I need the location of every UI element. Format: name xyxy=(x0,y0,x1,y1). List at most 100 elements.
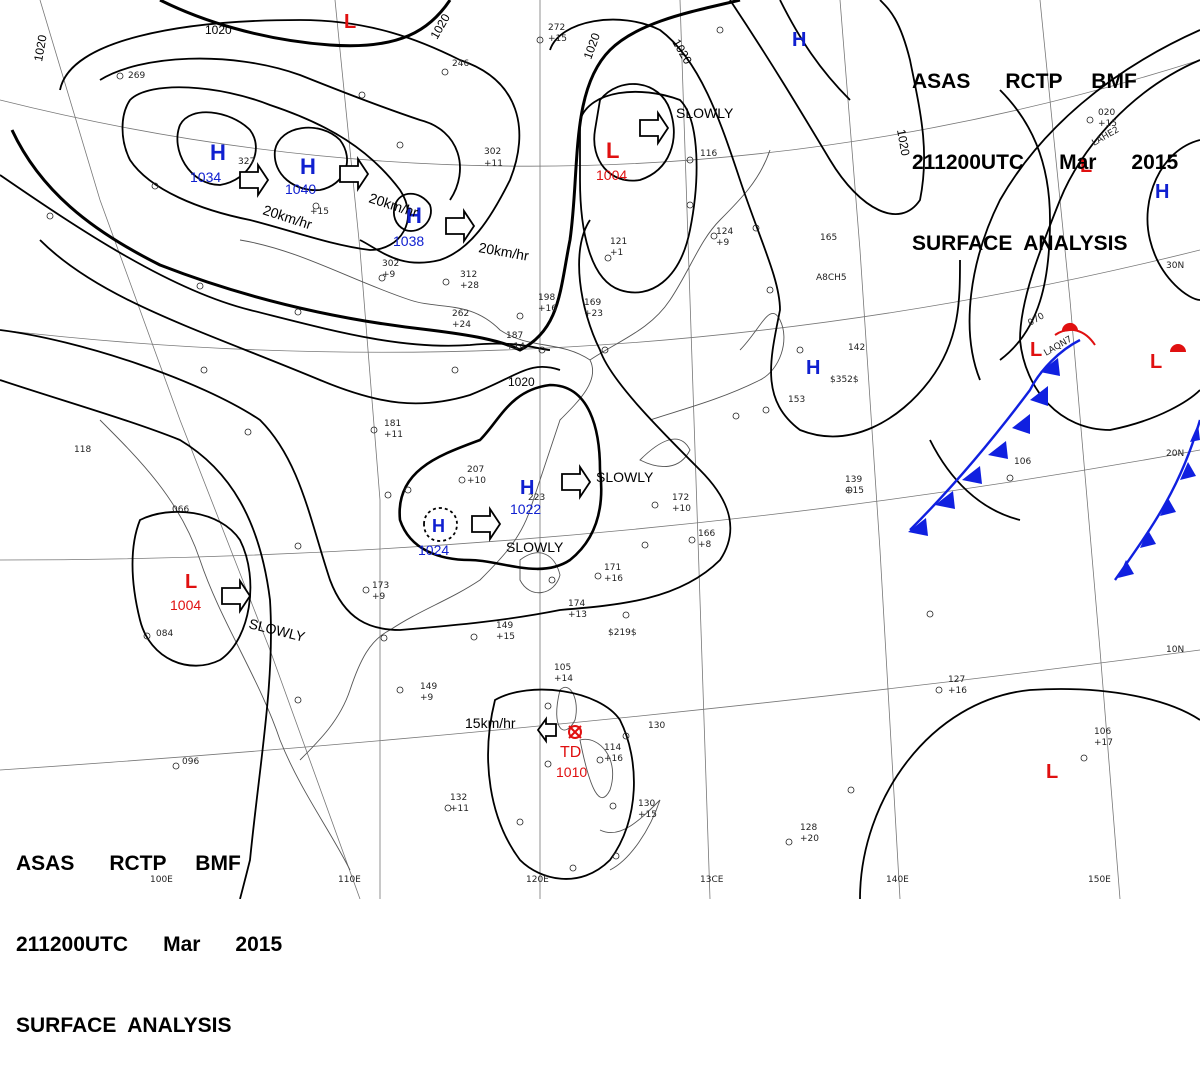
motion-label: SLOWLY xyxy=(596,469,654,485)
station-value: +9 xyxy=(420,693,434,703)
coastlines xyxy=(99,149,785,871)
high-center-letter: H xyxy=(432,516,445,536)
station-value: 272 xyxy=(548,23,565,33)
low-center-letter: L xyxy=(1046,761,1058,783)
station-value: 269 xyxy=(128,71,145,81)
arrow-6 xyxy=(471,506,502,542)
station-value: $352$ xyxy=(830,375,859,385)
latitude-longitude-grid xyxy=(0,0,1200,899)
station-value: +1 xyxy=(610,248,623,258)
station-value: 153 xyxy=(788,395,805,405)
station-value: +10 xyxy=(672,504,691,514)
low-center-letter: L xyxy=(185,571,197,593)
station-value: 302 xyxy=(382,259,399,269)
station-value: 096 xyxy=(182,757,199,767)
lon-label-100e: 100E xyxy=(150,875,173,885)
grid-labels: 110E 120E 13CE 140E 150E 100E 30N 20N 10… xyxy=(150,261,1184,885)
low-center-value: 1004 xyxy=(596,167,627,183)
station-value: 114 xyxy=(604,743,621,753)
station-value: 066 xyxy=(172,505,189,515)
lon-label-120e: 120E xyxy=(526,875,549,885)
station-value: 020 xyxy=(1098,108,1115,118)
motion-label: SLOWLY xyxy=(506,539,564,555)
lat-label-20n: 20N xyxy=(1166,449,1184,459)
station-value: +15 xyxy=(638,810,657,820)
station-value: +11 xyxy=(384,430,403,440)
station-value: +16 xyxy=(538,304,557,314)
station-value: +15 xyxy=(1098,119,1117,129)
station-value: 171 xyxy=(604,563,621,573)
station-labels: 272+15246269327302+11+15312+28302+9262+2… xyxy=(74,23,1121,844)
station-value: 172 xyxy=(672,493,689,503)
station-value: +16 xyxy=(604,754,623,764)
cold-front xyxy=(908,322,1200,581)
station-value: 132 xyxy=(450,793,467,803)
arrow-7 xyxy=(221,578,252,614)
motion-label: SLOWLY xyxy=(676,105,734,121)
lat-label-30n: 30N xyxy=(1166,261,1184,271)
station-value: 173 xyxy=(372,581,389,591)
station-value: +9 xyxy=(716,238,730,248)
station-value: +10 xyxy=(467,476,486,486)
station-value: $219$ xyxy=(608,628,637,638)
station-value: 165 xyxy=(820,233,837,243)
station-value: 084 xyxy=(156,629,173,639)
station-value: +15 xyxy=(310,207,329,217)
station-value: +28 xyxy=(460,281,479,291)
low-center-letter: L xyxy=(344,11,356,33)
tropical-depression-letter: TD xyxy=(560,744,581,761)
lon-label-110e: 110E xyxy=(338,875,361,885)
weather-map: 272+15246269327302+11+15312+28302+9262+2… xyxy=(0,0,1200,899)
high-center-letter: H xyxy=(806,357,820,379)
station-value: +15 xyxy=(845,486,864,496)
station-value: 198 xyxy=(538,293,555,303)
arrow-8 xyxy=(536,716,557,744)
lat-label-10n: 10N xyxy=(1166,645,1184,655)
arrow-5 xyxy=(561,464,592,500)
station-value: 187 xyxy=(506,331,523,341)
high-center-value: 1038 xyxy=(393,233,424,249)
station-value: +16 xyxy=(604,574,623,584)
high-center-value: 1024 xyxy=(418,542,449,558)
high-center-letter: H xyxy=(300,154,316,179)
arrow-1 xyxy=(239,162,270,198)
station-value: +9 xyxy=(372,592,386,602)
station-value: 246 xyxy=(452,59,469,69)
motion-label: 15km/hr xyxy=(465,715,516,731)
station-value: 118 xyxy=(74,445,91,455)
station-value: A8CH5 xyxy=(816,273,847,283)
station-value: 149 xyxy=(420,682,437,692)
station-value: +8 xyxy=(698,540,712,550)
low-center-value: 1004 xyxy=(170,597,201,613)
station-value: 121 xyxy=(610,237,627,247)
isobar-label: 1020 xyxy=(205,23,232,37)
header-issuer: ASAS RCTP BMF xyxy=(16,852,241,875)
arrow-3 xyxy=(445,208,476,244)
high-center-letter: H xyxy=(792,29,806,51)
header-time: 211200UTC Mar 2015 xyxy=(16,933,283,956)
lon-label-140e: 140E xyxy=(886,875,909,885)
arrow-4 xyxy=(639,110,670,146)
station-value: 223 xyxy=(528,493,545,503)
lon-label-130e: 13CE xyxy=(700,875,724,885)
station-value: +14 xyxy=(506,342,525,352)
header-title: SURFACE ANALYSIS xyxy=(16,1014,232,1037)
lon-label-150e: 150E xyxy=(1088,875,1111,885)
station-value: +24 xyxy=(452,320,471,330)
high-center-value: 1040 xyxy=(285,181,316,197)
station-value: +23 xyxy=(584,309,603,319)
station-value: +15 xyxy=(548,34,567,44)
station-value: 262 xyxy=(452,309,469,319)
tropical-depression-symbol xyxy=(568,725,582,739)
isobar-label: 1020 xyxy=(508,375,535,389)
station-value: 105 xyxy=(554,663,571,673)
station-value: 312 xyxy=(460,270,477,280)
station-value: 130 xyxy=(648,721,665,731)
station-value: 149 xyxy=(496,621,513,631)
station-value: 139 xyxy=(845,475,862,485)
station-value: +16 xyxy=(948,686,967,696)
station-marks xyxy=(46,26,1094,872)
station-value: 166 xyxy=(698,529,715,539)
tropical-depression-value: 1010 xyxy=(556,764,587,780)
arrow-2 xyxy=(339,156,370,192)
